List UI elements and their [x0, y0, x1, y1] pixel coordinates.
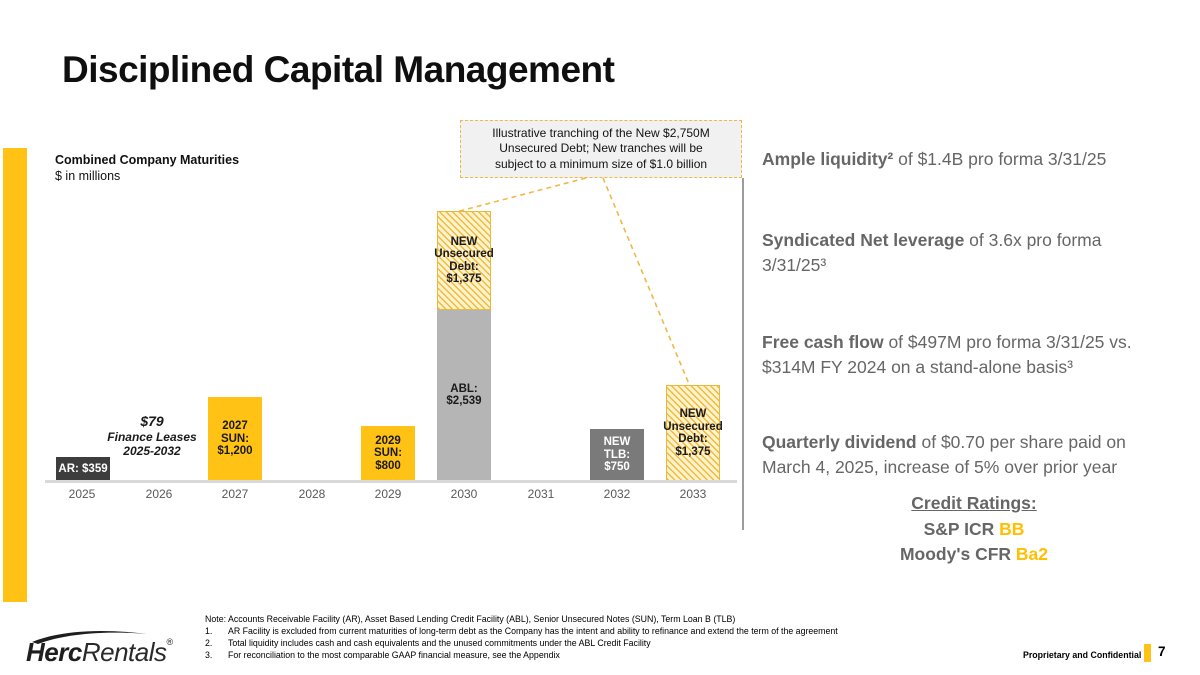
- year-label-2028: 2028: [298, 487, 326, 501]
- rating-label: S&P ICR: [923, 518, 1000, 539]
- callout-box: Illustrative tranching of the New $2,750…: [460, 120, 742, 178]
- rating-moodys: Moody's CFR Ba2: [762, 542, 1186, 568]
- annotation-amount: $79: [140, 413, 164, 429]
- stat-rest: of $1.4B pro forma 3/31/25: [893, 149, 1107, 169]
- bar-2030-new-unsecured: NEW Unsecured Debt: $1,375: [434, 211, 494, 310]
- credit-ratings-heading: Credit Ratings:: [911, 493, 1037, 513]
- registered-mark: ®: [166, 637, 173, 647]
- year-label-2029: 2029: [374, 487, 402, 501]
- year-label-2026: 2026: [145, 487, 173, 501]
- footnote-note: Note: Accounts Receivable Facility (AR),…: [205, 614, 736, 624]
- footnote-number: 2.: [205, 638, 213, 648]
- classification-label: Proprietary and Confidential: [1023, 650, 1142, 660]
- left-accent-bar: [3, 148, 27, 602]
- stat-free-cash-flow: Free cash flow of $497M pro forma 3/31/2…: [762, 330, 1192, 380]
- rating-value: BB: [999, 518, 1025, 539]
- chart-subtitle: $ in millions: [55, 169, 121, 183]
- footnotes: Note: Accounts Receivable Facility (AR),…: [205, 613, 965, 661]
- x-axis-line: [45, 480, 737, 483]
- logo-rentals: Rentals: [81, 637, 167, 667]
- stat-rest: of 3.6x pro forma 3/31/25³: [762, 230, 1102, 275]
- rating-sp: S&P ICR BB: [762, 517, 1186, 543]
- bar-2025-ar: AR: $359: [56, 457, 110, 481]
- year-label-2027: 2027: [221, 487, 249, 501]
- rating-label: Moody's CFR: [899, 544, 1016, 564]
- finance-leases-annotation: $79 Finance Leases 2025-2032: [90, 413, 214, 458]
- stat-lead: Syndicated Net leverage: [762, 230, 965, 250]
- bar-2032-new-tlb: NEW TLB: $750: [590, 429, 644, 481]
- bar-2030-abl: ABL: $2,539: [437, 309, 491, 481]
- stat-lead: Ample liquidity²: [762, 149, 894, 169]
- page-number: 7: [1158, 644, 1166, 659]
- stat-rest: of $497M pro forma 3/31/25 vs. $314M FY …: [762, 332, 1132, 377]
- herc-rentals-logo: HercRentals®: [24, 628, 194, 672]
- footnote-text: Total liquidity includes cash and cash e…: [228, 638, 651, 648]
- rating-value: Ba2: [1015, 544, 1049, 564]
- credit-ratings: Credit Ratings: S&P ICR BB Moody's CFR B…: [762, 491, 1186, 568]
- chart-title: Combined Company Maturities: [55, 153, 240, 167]
- footnote-text: For reconciliation to the most comparabl…: [228, 650, 560, 660]
- year-label-2032: 2032: [603, 487, 631, 501]
- footnote-item: 2. Total liquidity includes cash and cash…: [205, 637, 965, 649]
- annotation-range: 2025-2032: [123, 444, 181, 458]
- annotation-label: Finance Leases: [107, 430, 197, 444]
- stat-net-leverage: Syndicated Net leverage of 3.6x pro form…: [762, 228, 1192, 278]
- vertical-divider: [742, 178, 744, 530]
- year-label-2033: 2033: [679, 487, 707, 501]
- logo-herc: Herc: [26, 637, 82, 667]
- footnote-text: AR Facility is excluded from current mat…: [228, 626, 838, 636]
- footnote-item: 3. For reconciliation to the most compara…: [205, 649, 965, 661]
- stat-rest: of $0.70 per share paid on March 4, 2025…: [762, 432, 1126, 477]
- stat-lead: Quarterly dividend: [762, 432, 917, 452]
- stat-lead: Free cash flow: [762, 332, 884, 352]
- stat-quarterly-dividend: Quarterly dividend of $0.70 per share pa…: [762, 430, 1192, 480]
- footnote-number: 1.: [205, 626, 213, 636]
- year-label-2031: 2031: [527, 487, 555, 501]
- stat-ample-liquidity: Ample liquidity² of $1.4B pro forma 3/31…: [762, 147, 1192, 172]
- footnote-number: 3.: [205, 650, 213, 660]
- logo-text: HercRentals®: [26, 637, 173, 668]
- slide-title: Disciplined Capital Management: [62, 49, 615, 90]
- page-number-accent-bar: [1144, 644, 1151, 662]
- year-label-2025: 2025: [68, 487, 96, 501]
- bar-2027-sun: 2027 SUN: $1,200: [208, 397, 262, 481]
- footnote-item: 1. AR Facility is excluded from current m…: [205, 625, 965, 637]
- year-label-2030: 2030: [450, 487, 478, 501]
- chart-header: Combined Company Maturities $ in million…: [55, 152, 239, 184]
- bar-2033-new-unsecured: NEW Unsecured Debt: $1,375: [663, 385, 723, 481]
- logo-swoosh-icon: [32, 630, 147, 644]
- bar-2029-sun: 2029 SUN: $800: [361, 426, 415, 481]
